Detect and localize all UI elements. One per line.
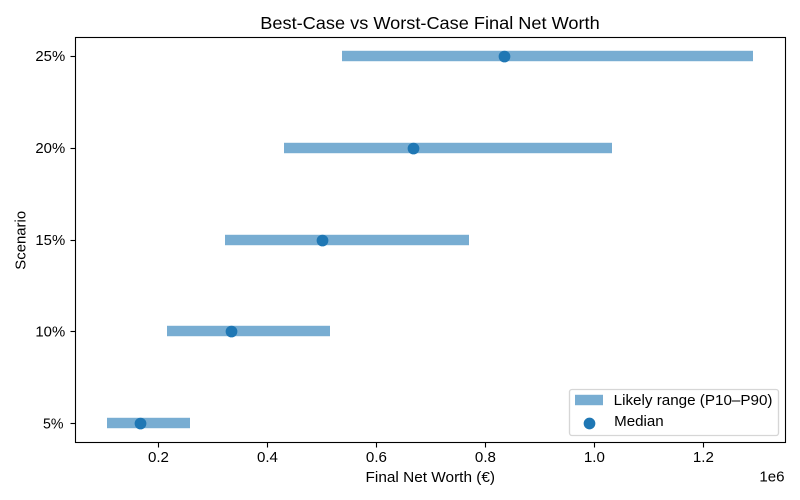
svg-text:Final Net Worth (€): Final Net Worth (€) (366, 470, 496, 486)
svg-text:5%: 5% (43, 417, 64, 433)
svg-text:0.6: 0.6 (366, 450, 387, 466)
svg-text:0.2: 0.2 (148, 450, 169, 466)
svg-text:1.0: 1.0 (584, 450, 605, 466)
svg-text:0.4: 0.4 (257, 450, 278, 466)
svg-text:0.8: 0.8 (475, 450, 496, 466)
svg-text:20%: 20% (35, 141, 65, 157)
svg-text:15%: 15% (35, 233, 65, 249)
svg-text:Scenario: Scenario (14, 211, 30, 270)
svg-text:25%: 25% (35, 49, 65, 65)
svg-text:1e6: 1e6 (759, 469, 784, 485)
svg-text:1.2: 1.2 (693, 450, 714, 466)
svg-text:Best-Case vs Worst-Case Final: Best-Case vs Worst-Case Final Net Worth (260, 13, 599, 33)
svg-text:10%: 10% (35, 325, 65, 341)
svg-text:Likely range (P10–P90): Likely range (P10–P90) (614, 393, 773, 409)
svg-text:Median: Median (614, 414, 664, 430)
